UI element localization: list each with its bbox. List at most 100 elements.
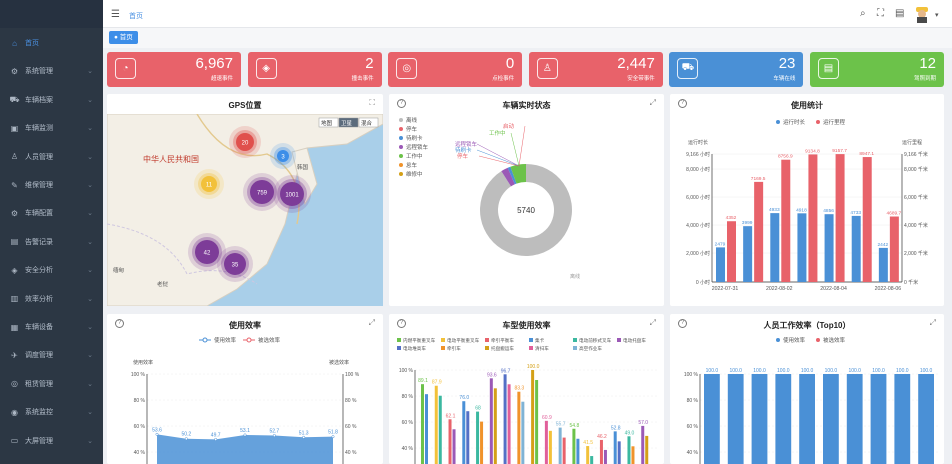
model-bar-label: 93.6 [487,372,497,378]
efficiency-point-label: 51.8 [328,430,338,436]
sidebar-item-label: 调度管理 [25,352,53,360]
help-icon[interactable]: ? [678,319,687,328]
model-bar-secondary [425,394,428,464]
user-icon: ♙ [10,152,19,162]
model-bar-label: 62.1 [446,413,456,419]
staff-bar-label: 100.0 [706,368,719,374]
help-icon[interactable]: ? [397,319,406,328]
legend-label: 使用效率 [783,336,806,344]
y-tick-label: 80 % [687,398,699,404]
search-icon[interactable]: ⌕ [860,8,866,19]
sidebar-item[interactable]: ▥ 效率分析 ⌄ [0,289,103,309]
sidebar-item[interactable]: ◈ 安全分析 ⌄ [0,260,103,280]
check-icon: ◎ [396,58,418,79]
stat-card[interactable]: ◎ 0 点检事件 [388,52,523,87]
y-tick-label: 40 % [402,446,414,452]
sidebar-item[interactable]: ⚙ 系统管理 ⌄ [0,61,103,81]
cluster-count: 3 [281,155,285,161]
sidebar-item[interactable]: ▤ 告警记录 ⌄ [0,232,103,252]
model-bar-label: 60.9 [542,415,552,421]
help-icon[interactable]: ? [678,99,687,108]
stat-card[interactable]: ⛟ 23 车辆在线 [669,52,804,87]
legend-swatch [617,338,621,342]
map-type-label: 混合 [361,119,373,127]
sidebar-item[interactable]: ▣ 车辆监测 ⌄ [0,118,103,138]
sidebar-item[interactable]: ⛟ 车辆档案 ⌄ [0,90,103,110]
sidebar-item[interactable]: ▭ 大屏管理 ⌄ [0,431,103,451]
stat-card[interactable]: ◈ 2 撞击事件 [247,52,382,87]
model-bar [434,385,438,464]
stat-card[interactable]: ♙ 2,447 安全带事件 [528,52,663,87]
staff-bar [775,374,792,464]
legend-label: 运行时长 [783,118,806,126]
sidebar-item[interactable]: ⌂ 首页 [0,33,103,53]
efficiency-point-label: 51.3 [299,430,309,436]
legend-label: 托盘搬运车 [491,345,514,352]
chevron-down-icon: ⌄ [87,238,93,246]
chevron-down-icon: ⌄ [87,125,93,133]
cluster-marker [224,253,246,275]
legend-label: 怠车 [406,161,418,169]
legend-dot [202,337,208,343]
chevron-down-icon: ⌄ [87,267,93,275]
legend-dot [399,145,403,149]
sidebar-item[interactable]: ▦ 车辆设备 ⌄ [0,317,103,337]
model-bar-label: 54.8 [570,423,580,429]
y-tick-label: 0 小时 [696,279,710,286]
model-usage-expand-icon[interactable]: ⤢ [649,318,656,327]
stat-value: 12 [919,55,936,72]
model-bar-secondary [507,384,511,464]
sidebar: ⌂ 首页 ⚙ 系统管理 ⌄ ⛟ 车辆档案 ⌄ ▣ 车辆监测 ⌄ ♙ 人员管理 ⌄ ✎ 维保管理 ⌄ ⚙ 车辆配置 ⌄ ▤… [0,0,103,464]
chevron-down-icon: ⌄ [87,295,93,303]
staff-expand-icon[interactable]: ⤢ [929,318,936,327]
legend-dot [399,172,403,176]
message-icon[interactable]: ▤ [895,8,905,19]
stat-value: 23 [778,55,796,72]
model-bar [448,419,452,464]
gear-icon: ⚙ [10,66,19,76]
menu-toggle-icon[interactable]: ☰ [111,9,120,20]
sidebar-item[interactable]: ⚙ 车辆配置 ⌄ [0,203,103,223]
right-axis-name: 被选效率 [329,359,349,366]
efficiency-expand-icon[interactable]: ⤢ [368,318,375,327]
sidebar-item[interactable]: ♙ 人员管理 ⌄ [0,147,103,167]
mileage-bar [862,157,872,282]
legend-label: 清扫车 [535,345,549,352]
stat-card[interactable]: ▤ 12 驾照到期 [810,52,944,87]
duration-bar [770,213,780,282]
sidebar-item[interactable]: ✎ 维保管理 ⌄ [0,175,103,195]
realtime-expand-icon[interactable]: ⤢ [649,98,656,107]
model-bar [489,378,493,464]
place-label: 韩国 [297,163,309,171]
duration-value-label: 2479 [715,241,726,247]
sidebar-item[interactable]: ◎ 租赁管理 ⌄ [0,374,103,394]
map-type-option [318,117,339,128]
avatar[interactable] [913,5,931,26]
cluster-marker [280,182,304,206]
stat-card[interactable]: ◔ 6,967 超速事件 [107,52,241,87]
model-bar [613,431,617,464]
user-dropdown-icon[interactable]: ▾ [935,12,939,19]
legend-swatch [573,346,577,350]
y-tick-label: 60 % [345,424,357,430]
gps-expand-icon[interactable]: ⛶ [369,98,375,107]
chevron-down-icon: ⌄ [87,153,93,161]
staff-bar [727,374,744,464]
legend-label: 牵引车 [447,345,461,352]
sidebar-item-label: 大屏管理 [25,437,53,445]
help-icon[interactable]: ? [115,319,124,328]
legend-label: 高空作业车 [579,345,602,352]
sidebar-item[interactable]: ✈ 调度管理 ⌄ [0,345,103,365]
tab-home[interactable]: ● 首页 [109,31,138,44]
model-bar-label: 87.9 [432,380,442,386]
breadcrumb[interactable]: 首页 [129,13,143,20]
sidebar-item-label: 车辆档案 [25,96,53,104]
fullscreen-icon[interactable]: ⛶ [877,8,884,19]
staff-bar-label: 100.0 [729,368,742,374]
sidebar-item[interactable]: ◉ 系统监控 ⌄ [0,402,103,422]
help-icon[interactable]: ? [397,99,406,108]
usage-title: 使用统计 [791,101,823,110]
legend-dot [246,337,252,343]
